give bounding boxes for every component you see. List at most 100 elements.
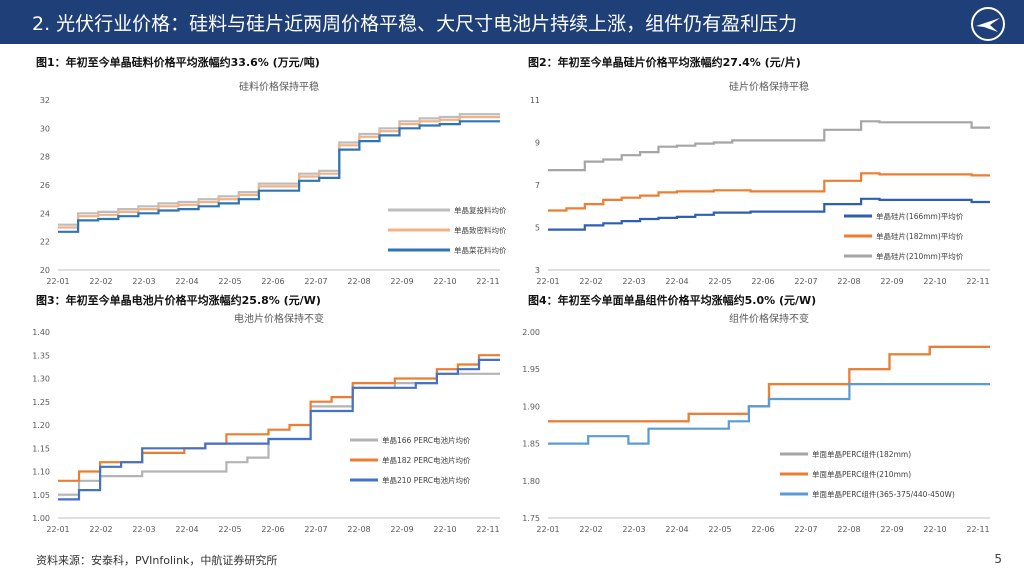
x-tick-label: 22-04 xyxy=(665,525,688,534)
legend-label: 单晶菜花料均价 xyxy=(454,245,507,255)
x-tick-label: 22-03 xyxy=(132,525,155,534)
x-tick-label: 22-09 xyxy=(390,525,413,534)
series-line xyxy=(548,197,990,231)
cell-price-chart: 电池片价格保持不变 1.00 1.05 1.10 1.15 1.20 1.25 1.30 1.3… xyxy=(32,312,500,534)
y-tick-label: 5 xyxy=(535,224,540,233)
x-tick-label: 22-09 xyxy=(390,277,413,286)
y-tick-label: 1.05 xyxy=(32,491,50,500)
legend-label: 单面单晶PERC组件(210mm) xyxy=(812,469,911,479)
chart-caption: 图1：年初至今单晶硅料价格平均涨幅约33.6% (万元/吨) xyxy=(36,56,320,69)
y-tick-label: 1.25 xyxy=(32,398,50,407)
x-tick-label: 22-03 xyxy=(132,277,155,286)
chart-caption: 图2：年初至今单晶硅片价格平均涨幅约27.4% (元/片) xyxy=(528,56,801,69)
legend-label: 单晶210 PERC电池片均价 xyxy=(382,475,471,485)
legend-label: 单晶硅片(166mm)平均价 xyxy=(876,211,964,221)
x-tick-label: 22-02 xyxy=(89,525,112,534)
x-tick-label: 22-11 xyxy=(966,525,989,534)
chart-panel-1: 图1：年初至今单晶硅料价格平均涨幅约33.6% (万元/吨) 硅料价格保持平稳 2… xyxy=(0,48,512,288)
x-tick-label: 22-07 xyxy=(794,277,817,286)
x-tick-label: 22-10 xyxy=(923,277,946,286)
x-tick-label: 22-08 xyxy=(837,525,860,534)
y-tick-label: 1.40 xyxy=(32,328,50,337)
series-line xyxy=(548,345,990,423)
y-tick-label: 1.95 xyxy=(522,365,540,374)
x-tick-label: 22-07 xyxy=(794,525,817,534)
legend-label: 单面单晶PERC组件(182mm) xyxy=(812,449,911,459)
y-tick-label: 28 xyxy=(40,153,50,162)
legend-label: 单晶182 PERC电池片均价 xyxy=(382,455,471,465)
x-tick-label: 22-11 xyxy=(966,277,989,286)
wafer-price-chart: 硅片价格保持平稳 3 5 7 9 11 22-01 22-02 22-03 22-04 22-05 2… xyxy=(530,80,990,286)
y-tick-label: 1.00 xyxy=(32,514,50,523)
series-line xyxy=(58,115,500,229)
x-tick-label: 22-04 xyxy=(175,277,198,286)
series-line xyxy=(548,120,990,172)
y-tick-label: 1.20 xyxy=(32,421,50,430)
chart-title: 组件价格保持不变 xyxy=(729,312,809,325)
series-line xyxy=(548,383,990,445)
y-tick-label: 1.35 xyxy=(32,351,50,360)
page-number: 5 xyxy=(994,552,1002,566)
chart-caption: 图4：年初至今单面单晶组件价格平均涨幅约5.0% (元/W) xyxy=(528,294,817,307)
module-price-chart: 组件价格保持不变 1.75 1.80 1.85 1.90 1.95 2.00 22-01 22-… xyxy=(522,312,990,534)
x-tick-label: 22-09 xyxy=(880,525,903,534)
x-tick-label: 22-10 xyxy=(433,277,456,286)
x-tick-label: 22-02 xyxy=(89,277,112,286)
x-tick-label: 22-05 xyxy=(708,277,731,286)
x-tick-label: 22-03 xyxy=(622,525,645,534)
company-logo xyxy=(971,7,1005,41)
y-tick-label: 1.30 xyxy=(32,375,50,384)
chart-panel-4: 图4：年初至今单面单晶组件价格平均涨幅约5.0% (元/W) 组件价格保持不变 1… xyxy=(512,288,1024,548)
x-tick-label: 22-01 xyxy=(536,277,559,286)
x-tick-label: 22-06 xyxy=(261,525,284,534)
x-tick-label: 22-08 xyxy=(347,277,370,286)
y-tick-label: 20 xyxy=(40,266,50,275)
chart-title: 电池片价格保持不变 xyxy=(234,312,324,325)
y-tick-label: 1.15 xyxy=(32,444,50,453)
x-tick-label: 22-01 xyxy=(46,277,69,286)
x-tick-label: 22-01 xyxy=(536,525,559,534)
series-line xyxy=(548,172,990,212)
x-tick-label: 22-03 xyxy=(622,277,645,286)
x-tick-label: 22-07 xyxy=(304,277,327,286)
x-tick-label: 22-06 xyxy=(751,525,774,534)
y-tick-label: 24 xyxy=(40,209,50,218)
x-tick-label: 22-05 xyxy=(708,525,731,534)
series-line xyxy=(58,372,500,496)
y-tick-label: 30 xyxy=(40,124,50,133)
x-tick-label: 22-10 xyxy=(923,525,946,534)
x-tick-label: 22-05 xyxy=(218,525,241,534)
y-tick-label: 1.10 xyxy=(32,468,50,477)
y-tick-label: 1.75 xyxy=(522,514,540,523)
x-tick-label: 22-08 xyxy=(837,277,860,286)
y-tick-label: 1.85 xyxy=(522,440,540,449)
x-tick-label: 22-09 xyxy=(880,277,903,286)
series-line xyxy=(58,120,500,233)
legend-label: 单面单晶PERC组件(365-375/440-450W) xyxy=(812,489,955,499)
y-tick-label: 9 xyxy=(535,139,540,148)
y-tick-label: 26 xyxy=(40,181,50,190)
chart-panel-2: 图2：年初至今单晶硅片价格平均涨幅约27.4% (元/片) 硅片价格保持平稳 3 5… xyxy=(512,48,1024,288)
y-tick-label: 22 xyxy=(40,238,50,247)
x-tick-label: 22-02 xyxy=(579,277,602,286)
x-tick-label: 22-11 xyxy=(476,525,499,534)
x-tick-label: 22-01 xyxy=(46,525,69,534)
silicon-material-price-chart: 硅料价格保持平稳 20 22 24 26 28 30 32 22-01 22-02 22-03 22-… xyxy=(40,80,507,286)
legend-label: 单晶166 PERC电池片均价 xyxy=(382,435,471,445)
y-tick-label: 11 xyxy=(530,96,540,105)
x-tick-label: 22-11 xyxy=(476,277,499,286)
x-tick-label: 22-04 xyxy=(175,525,198,534)
series-line xyxy=(58,358,500,501)
x-tick-label: 22-06 xyxy=(751,277,774,286)
y-tick-label: 1.80 xyxy=(522,477,540,486)
y-tick-label: 1.90 xyxy=(522,402,540,411)
x-tick-label: 22-10 xyxy=(433,525,456,534)
series-line xyxy=(58,113,500,226)
x-tick-label: 22-06 xyxy=(261,277,284,286)
chart-caption: 图3：年初至今单晶电池片价格平均涨幅约25.8% (元/W) xyxy=(36,294,321,307)
legend-label: 单晶硅片(182mm)平均价 xyxy=(876,231,964,241)
y-tick-label: 3 xyxy=(535,266,540,275)
x-tick-label: 22-05 xyxy=(218,277,241,286)
legend-label: 单晶硅片(210mm)平均价 xyxy=(876,251,964,261)
y-tick-label: 32 xyxy=(40,96,50,105)
